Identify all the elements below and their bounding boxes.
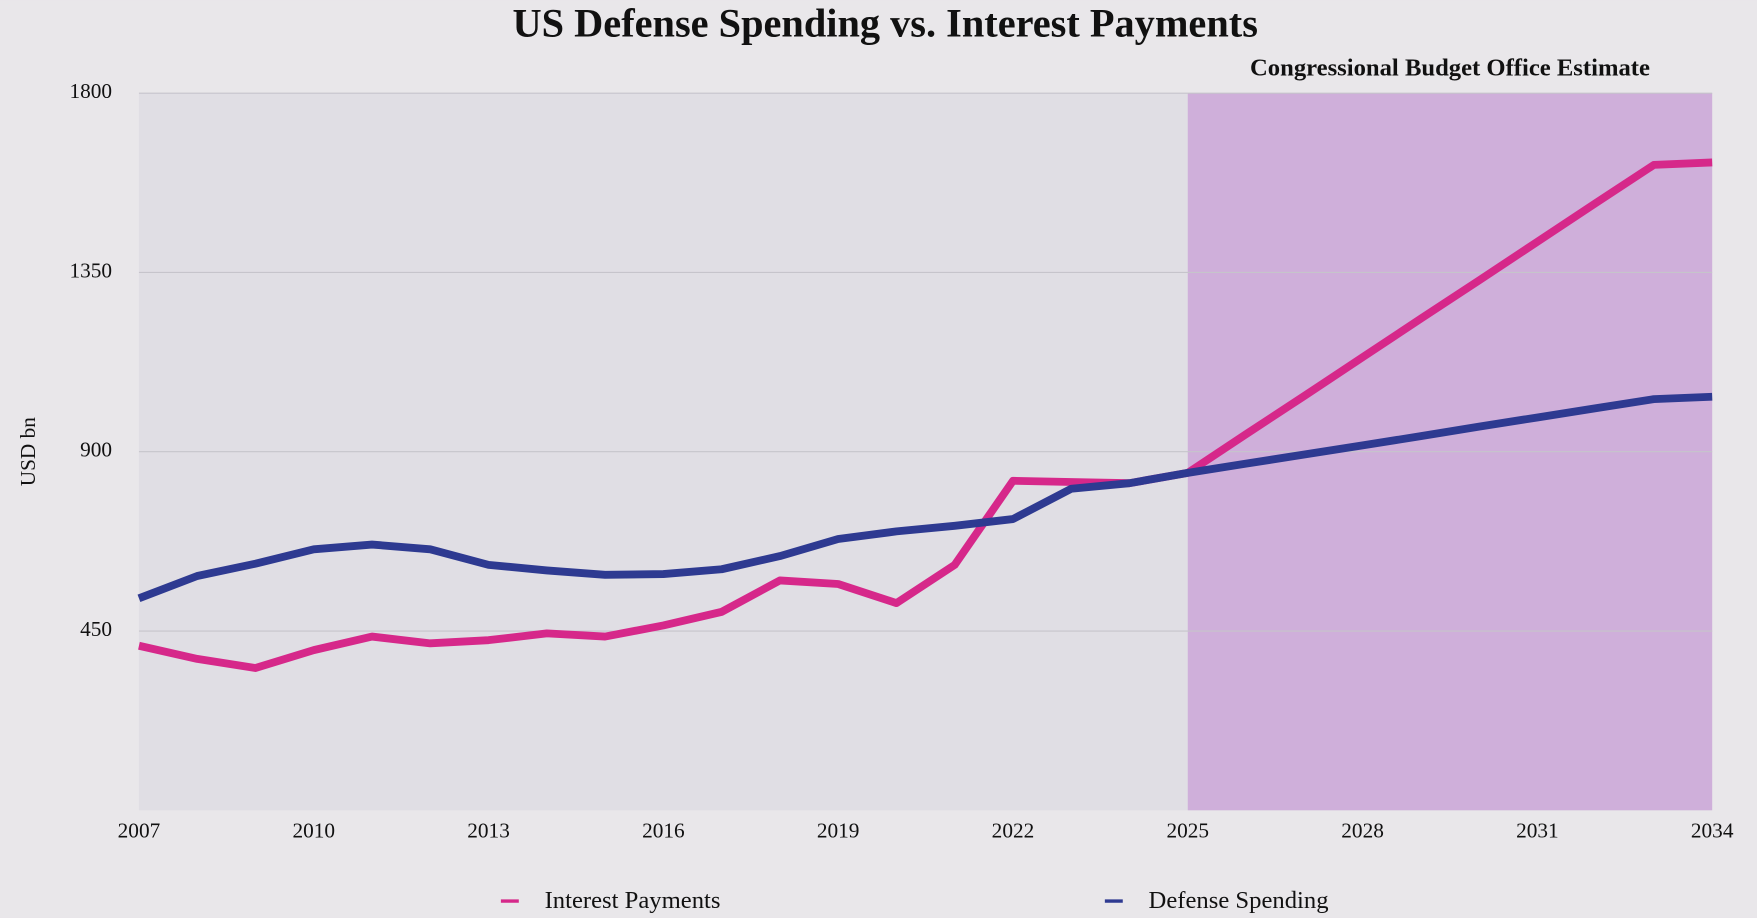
x-tick-label: 2028 (1341, 819, 1384, 843)
x-tick-label: 2007 (118, 819, 161, 843)
y-tick-label: 900 (80, 438, 112, 462)
x-tick-label: 2019 (817, 819, 860, 843)
x-tick-label: 2031 (1516, 819, 1559, 843)
annotation: Congressional Budget Office Estimate (1250, 54, 1650, 81)
x-tick-label: 2025 (1166, 819, 1209, 843)
x-tick-label: 2010 (292, 819, 335, 843)
y-tick-label: 1350 (69, 258, 112, 282)
series-line (138, 158, 1713, 672)
x-tick-label: 2034 (1691, 819, 1734, 843)
y-tick-label: 1800 (69, 79, 112, 103)
x-tick-label: 2022 (992, 819, 1035, 843)
x-tick-label: 2013 (467, 819, 510, 843)
legend-label: Defense Spending (1149, 887, 1329, 914)
series-line (137, 392, 1713, 602)
legend-label: Interest Payments (545, 887, 721, 914)
x-tick-label: 2016 (642, 819, 685, 843)
chart-title: US Defense Spending vs. Interest Payment… (513, 0, 1258, 45)
y-tick-label: 450 (80, 617, 112, 641)
y-axis-label: USD bn (16, 417, 40, 487)
